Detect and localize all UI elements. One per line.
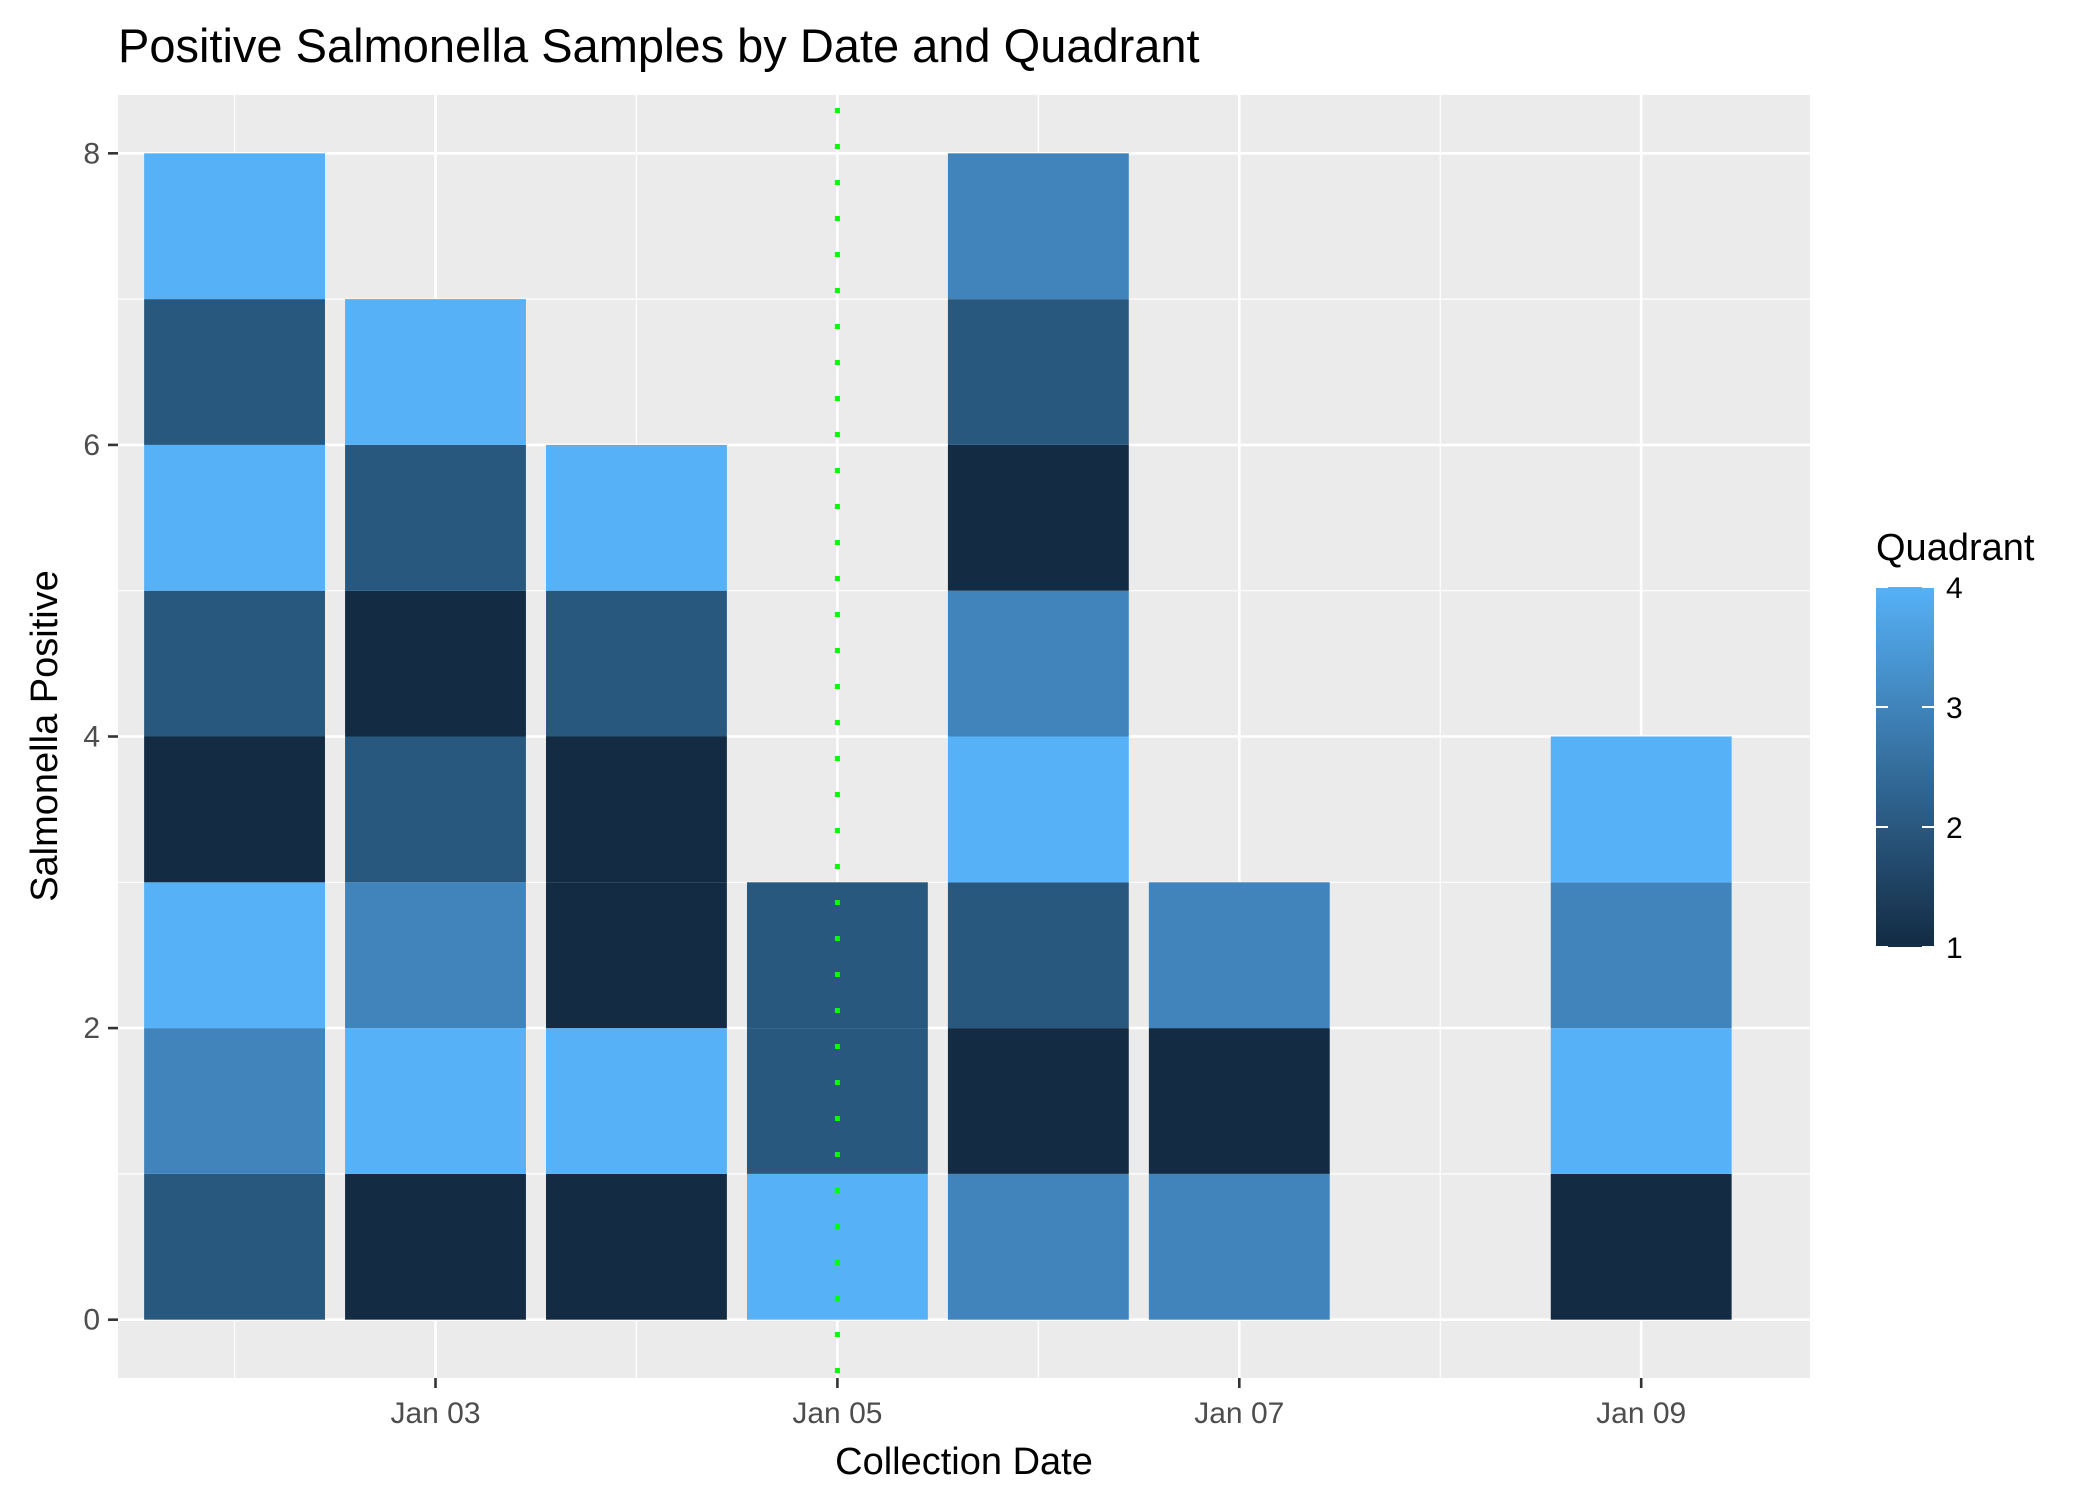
bar-segment bbox=[144, 882, 325, 1029]
bar-segment bbox=[947, 153, 1129, 300]
bar-segment bbox=[144, 1028, 325, 1174]
bar-segment bbox=[144, 444, 325, 591]
bar-segment bbox=[1148, 882, 1330, 1029]
bar-segment bbox=[546, 736, 727, 883]
bar-segment bbox=[144, 299, 325, 445]
legend-tick-label: 3 bbox=[1946, 692, 1963, 725]
legend-title: Quadrant bbox=[1876, 527, 2035, 569]
bar-segment bbox=[144, 1173, 325, 1320]
y-tick-label: 4 bbox=[83, 721, 100, 754]
bar-segment bbox=[345, 590, 526, 737]
bar-segment bbox=[947, 444, 1129, 591]
bar-segment bbox=[546, 444, 727, 591]
legend-tick-label: 1 bbox=[1946, 932, 1963, 965]
bar-segment bbox=[546, 1028, 727, 1174]
bar-segment bbox=[345, 736, 526, 883]
bar-segment bbox=[1550, 882, 1732, 1029]
bar-segment bbox=[1148, 1028, 1330, 1174]
y-axis-title: Salmonella Positive bbox=[24, 570, 66, 902]
x-axis: Jan 03 Jan 05 Jan 07 Jan 09 bbox=[390, 1378, 1686, 1430]
x-tick-label: Jan 09 bbox=[1596, 1397, 1686, 1430]
bar-segment bbox=[746, 1173, 928, 1320]
y-tick-label: 2 bbox=[83, 1012, 100, 1045]
bar-segment bbox=[746, 882, 928, 1029]
legend-tick-label: 4 bbox=[1946, 572, 1963, 605]
y-tick-label: 6 bbox=[83, 429, 100, 462]
bar-segment bbox=[144, 153, 325, 300]
bar-segment bbox=[546, 882, 727, 1029]
bar-segment bbox=[345, 1173, 526, 1320]
bar-segment bbox=[546, 1173, 727, 1320]
x-tick-label: Jan 03 bbox=[390, 1397, 480, 1430]
bars bbox=[144, 153, 1732, 1320]
legend-colorbar bbox=[1876, 587, 1934, 947]
bar-segment bbox=[345, 444, 526, 591]
bar-segment bbox=[144, 736, 325, 883]
bar-segment bbox=[947, 590, 1129, 737]
bar-segment bbox=[345, 882, 526, 1029]
bar-segment bbox=[345, 1028, 526, 1174]
y-tick-label: 8 bbox=[83, 137, 100, 170]
bar-segment bbox=[1550, 736, 1732, 883]
bar-segment bbox=[947, 299, 1129, 445]
bar-segment bbox=[1550, 1028, 1732, 1174]
x-tick-label: Jan 07 bbox=[1194, 1397, 1284, 1430]
bar-segment bbox=[947, 736, 1129, 883]
bar-segment bbox=[746, 1028, 928, 1174]
bar-segment bbox=[947, 1028, 1129, 1174]
legend-tick-label: 2 bbox=[1946, 812, 1963, 845]
bar-segment bbox=[947, 882, 1129, 1029]
x-axis-title: Collection Date bbox=[835, 1441, 1093, 1483]
bar-segment bbox=[144, 590, 325, 737]
bar-segment bbox=[345, 299, 526, 445]
y-axis: 0 2 4 6 8 bbox=[83, 137, 118, 1337]
legend: Quadrant 1 2 3 4 bbox=[1876, 527, 2035, 965]
chart-title: Positive Salmonella Samples by Date and … bbox=[118, 19, 1200, 72]
bar-segment bbox=[1550, 1173, 1732, 1320]
bar-segment bbox=[947, 1173, 1129, 1320]
x-tick-label: Jan 05 bbox=[792, 1397, 882, 1430]
y-tick-label: 0 bbox=[83, 1304, 100, 1337]
bar-segment bbox=[1148, 1173, 1330, 1320]
bar-segment bbox=[546, 590, 727, 737]
